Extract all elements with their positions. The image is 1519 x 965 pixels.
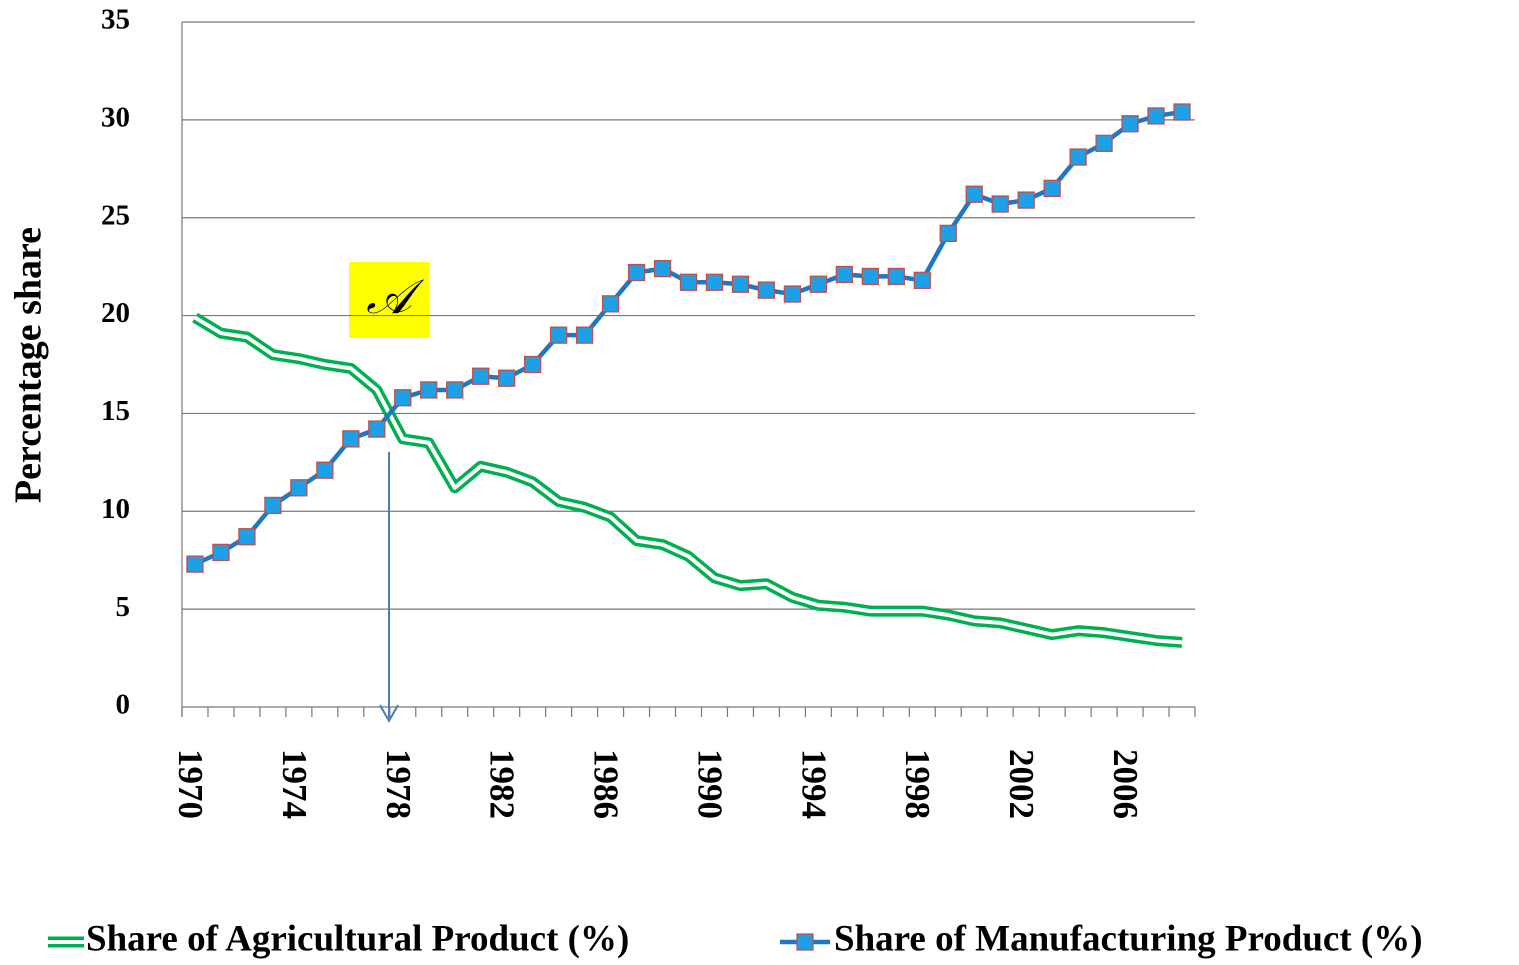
marker xyxy=(653,259,672,278)
marker xyxy=(549,326,568,344)
y-tick-label: 20 xyxy=(101,297,130,329)
marker xyxy=(783,285,802,303)
marker xyxy=(679,273,698,291)
marker xyxy=(420,381,438,399)
x-tick-label: 1998 xyxy=(898,749,937,819)
marker xyxy=(861,267,879,286)
marker xyxy=(1147,107,1165,125)
legend-marker xyxy=(796,933,814,951)
x-tick-label: 1974 xyxy=(275,749,314,819)
x-tick-label: 1986 xyxy=(587,749,626,819)
series-line-inner xyxy=(193,315,1183,645)
marker xyxy=(238,528,256,546)
y-tick-label: 30 xyxy=(101,102,130,134)
legend-item: Share of Manufacturing Product (%) xyxy=(780,918,1423,959)
marker xyxy=(446,381,464,399)
x-tick-label: 1990 xyxy=(690,749,729,819)
y-tick-label: 25 xyxy=(101,199,130,231)
marker xyxy=(1095,134,1113,152)
marker xyxy=(1173,103,1191,121)
marker xyxy=(472,367,490,385)
series-line xyxy=(194,109,1183,567)
marker xyxy=(264,496,282,515)
marker xyxy=(887,267,905,286)
x-tick-label: 1982 xyxy=(483,749,522,819)
x-tick-label: 1994 xyxy=(794,749,833,819)
marker xyxy=(342,430,360,448)
marker xyxy=(498,369,516,387)
marker xyxy=(1017,191,1035,209)
y-tick-label: 10 xyxy=(101,493,130,525)
x-tick-label: 1970 xyxy=(171,749,210,819)
marker xyxy=(368,420,386,438)
marker xyxy=(835,265,853,284)
marker xyxy=(1069,148,1087,166)
marker xyxy=(212,543,230,562)
y-tick-label: 15 xyxy=(101,395,130,427)
y-axis-label: Percentage share xyxy=(8,227,50,503)
arrow-head xyxy=(379,704,399,724)
annotation-box xyxy=(349,262,429,338)
marker xyxy=(627,263,646,282)
marker xyxy=(524,355,542,374)
marker xyxy=(705,273,724,291)
marker xyxy=(290,479,308,497)
legend-item: Share of Agricultural Product (%) xyxy=(48,918,629,959)
marker xyxy=(991,195,1009,213)
marker xyxy=(601,295,620,313)
marker xyxy=(939,224,957,243)
y-tick-label: 0 xyxy=(116,689,131,721)
marker xyxy=(316,461,334,479)
marker xyxy=(394,389,412,407)
y-tick-label: 35 xyxy=(101,4,130,36)
marker xyxy=(809,275,828,293)
marker xyxy=(1043,179,1061,198)
marker xyxy=(731,275,750,293)
x-tick-label: 2006 xyxy=(1106,749,1145,819)
marker xyxy=(757,281,776,299)
marker xyxy=(575,326,594,344)
marker xyxy=(186,555,204,573)
marker xyxy=(913,271,931,289)
marker xyxy=(1121,115,1139,133)
y-tick-label: 5 xyxy=(116,591,131,623)
marker xyxy=(965,185,983,203)
x-tick-label: 2002 xyxy=(1002,749,1041,819)
legend-label: Share of Agricultural Product (%) xyxy=(86,918,629,959)
legend-label: Share of Manufacturing Product (%) xyxy=(834,918,1423,959)
x-tick-label: 1978 xyxy=(379,749,418,819)
